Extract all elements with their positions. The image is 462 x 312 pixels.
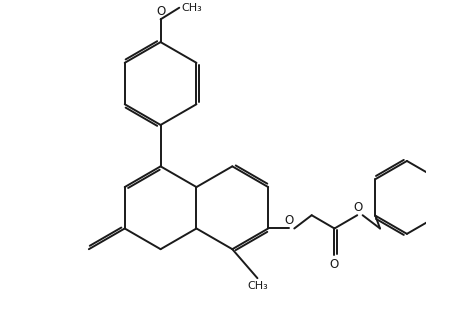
Text: O: O — [330, 258, 339, 271]
Text: O: O — [353, 201, 363, 214]
Text: O: O — [157, 5, 166, 18]
Text: CH₃: CH₃ — [181, 3, 202, 13]
Text: O: O — [284, 214, 293, 227]
Text: CH₃: CH₃ — [247, 281, 268, 291]
